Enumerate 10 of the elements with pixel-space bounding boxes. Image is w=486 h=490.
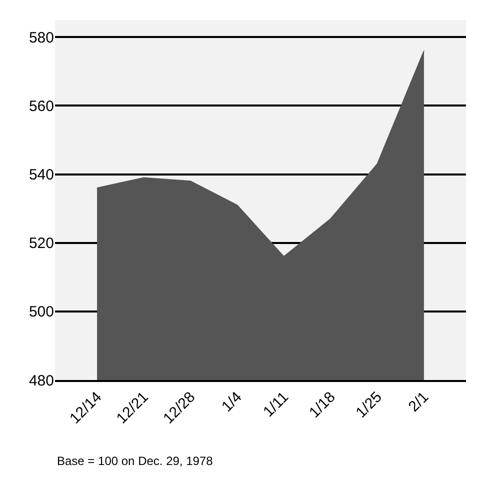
y-tick-label: 480 [28, 372, 54, 390]
x-tick-label: 2/1 [405, 388, 432, 416]
x-tick-label: 1/4 [218, 388, 246, 416]
y-tick-label: 580 [28, 29, 54, 46]
y-tick-label: 560 [28, 98, 54, 115]
y-tick-label: 520 [28, 235, 54, 252]
x-tick-label: 1/11 [260, 388, 292, 420]
y-tick-label: 500 [28, 304, 54, 321]
y-tick-label: 540 [28, 166, 54, 184]
text: Base = 100 on Dec. 29, 1978 [57, 454, 214, 468]
